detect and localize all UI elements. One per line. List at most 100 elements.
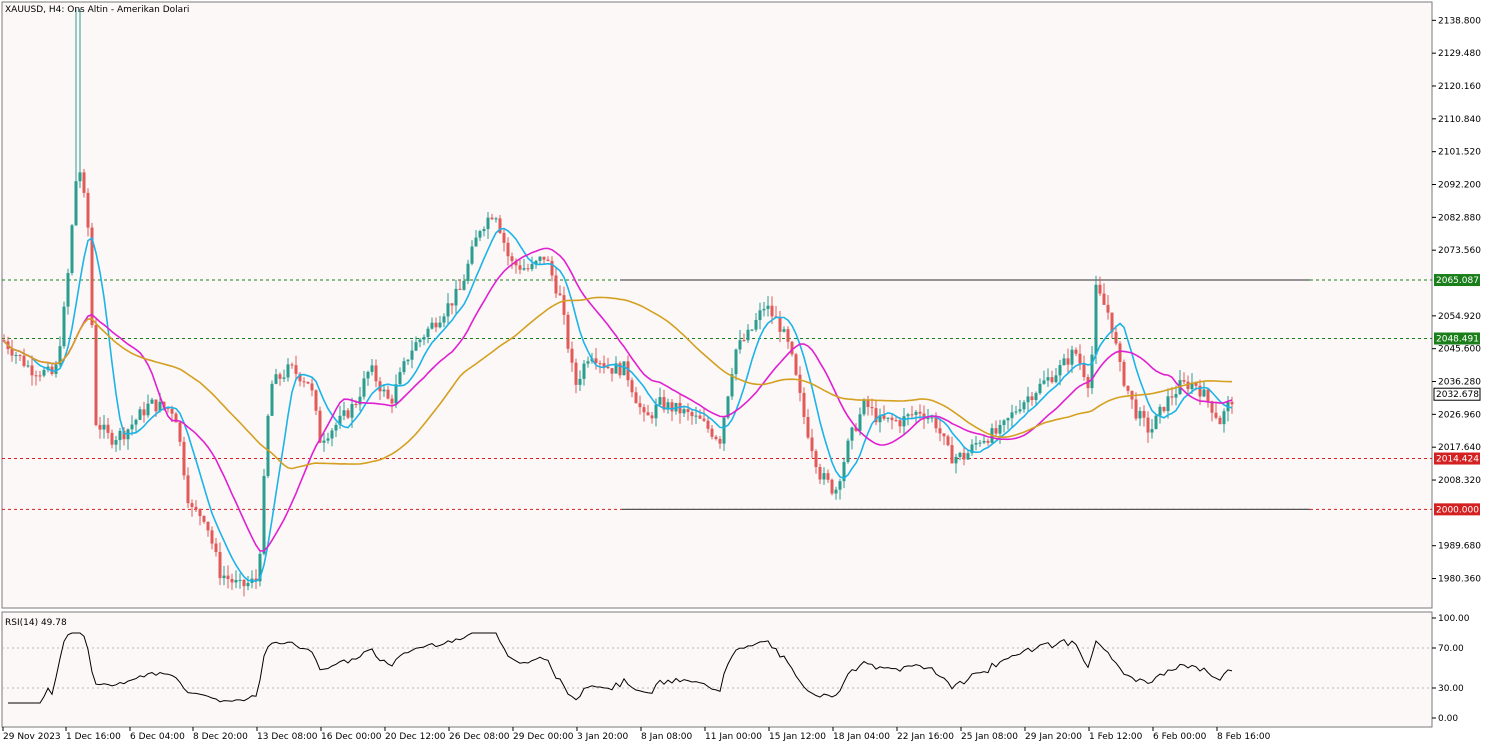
time-tick-label: 29 Dec 00:00 [513,732,574,742]
candle-body [506,242,510,257]
price-level-tag-label: 2048.491 [1436,335,1479,345]
candle-body [546,259,550,261]
candle-body [850,427,854,441]
candle-body [26,365,30,367]
candle-body [558,293,562,296]
candle-body [178,422,182,442]
candle-body [578,378,582,385]
candle-body [778,317,782,332]
candle-body [1094,284,1098,355]
price-tick-label: 2017.640 [1438,443,1481,453]
candle-body [406,359,410,362]
candle-body [194,506,198,510]
candle-body [382,389,386,392]
rsi-tick-label: 30.00 [1438,684,1464,694]
candle-body [666,402,670,410]
candle-body [770,305,774,317]
candle-body [1010,412,1014,419]
candle-body [1018,409,1022,412]
candle-body [458,288,462,290]
candle-body [302,381,306,383]
candle-body [538,256,542,261]
candle-body [746,329,750,341]
candle-body [266,415,270,477]
candle-body [1030,396,1034,401]
candle-body [86,192,90,228]
candle-body [1218,417,1222,425]
candle-body [470,246,474,264]
candle-body [722,417,726,444]
candle-body [846,440,850,463]
candle-body [886,417,890,419]
candle-body [1054,375,1058,383]
candle-body [826,473,830,480]
candle-body [450,303,454,306]
candle-body [162,401,166,408]
candle-body [694,415,698,417]
candle-body [882,415,886,419]
rsi-tick-label: 70.00 [1438,644,1464,654]
candle-body [282,377,286,379]
candle-body [358,396,362,405]
candle-body [42,369,46,376]
candle-body [818,467,822,480]
candle-body [30,365,34,376]
candle-body [790,341,794,355]
price-tick-label: 2129.480 [1438,49,1481,59]
candle-body [638,403,642,408]
candle-body [742,340,746,342]
candle-body [970,444,974,454]
candle-body [806,416,810,438]
candle-body [1210,401,1214,413]
price-tick-label: 2138.800 [1438,16,1481,26]
candle-body [898,420,902,427]
candle-body [646,412,650,416]
candle-body [18,355,22,357]
time-tick-label: 20 Dec 12:00 [385,732,446,742]
candle-body [682,409,686,414]
candle-body [1038,383,1042,394]
candle-body [1098,284,1102,294]
candle-body [322,440,326,443]
candle-body [1110,312,1114,333]
candle-body [246,582,250,587]
candle-body [630,380,634,393]
current-price-label: 2032.678 [1436,390,1479,400]
candle-body [82,172,86,193]
candle-body [318,410,322,443]
candle-body [118,430,122,441]
candle-body [658,397,662,405]
candle-body [930,417,934,419]
candle-body [654,404,658,419]
candle-body [274,374,278,384]
candle-body [966,453,970,460]
candle-body [1162,406,1166,412]
rsi-panel [1,611,1433,728]
candle-body [926,417,930,420]
candle-body [1074,349,1078,354]
candle-body [62,306,66,347]
candle-body [238,579,242,581]
candle-body [878,415,882,423]
candle-body [258,553,262,582]
candle-body [38,375,42,377]
candle-body [838,481,842,490]
candle-body [750,329,754,331]
candle-body [306,381,310,384]
price-panel [1,1,1433,609]
candle-body [522,268,526,270]
candle-body [446,303,450,317]
candle-body [230,578,234,583]
candle-body [150,399,154,404]
candle-body [670,402,674,412]
candle-body [794,354,798,375]
candle-body [182,441,186,476]
candle-body [198,509,202,517]
candle-body [298,373,302,382]
price-tick-label: 2073.560 [1438,246,1481,256]
candle-body [10,349,14,356]
candle-body [202,516,206,522]
candle-body [714,436,718,439]
candle-body [562,295,566,315]
candle-body [350,404,354,418]
